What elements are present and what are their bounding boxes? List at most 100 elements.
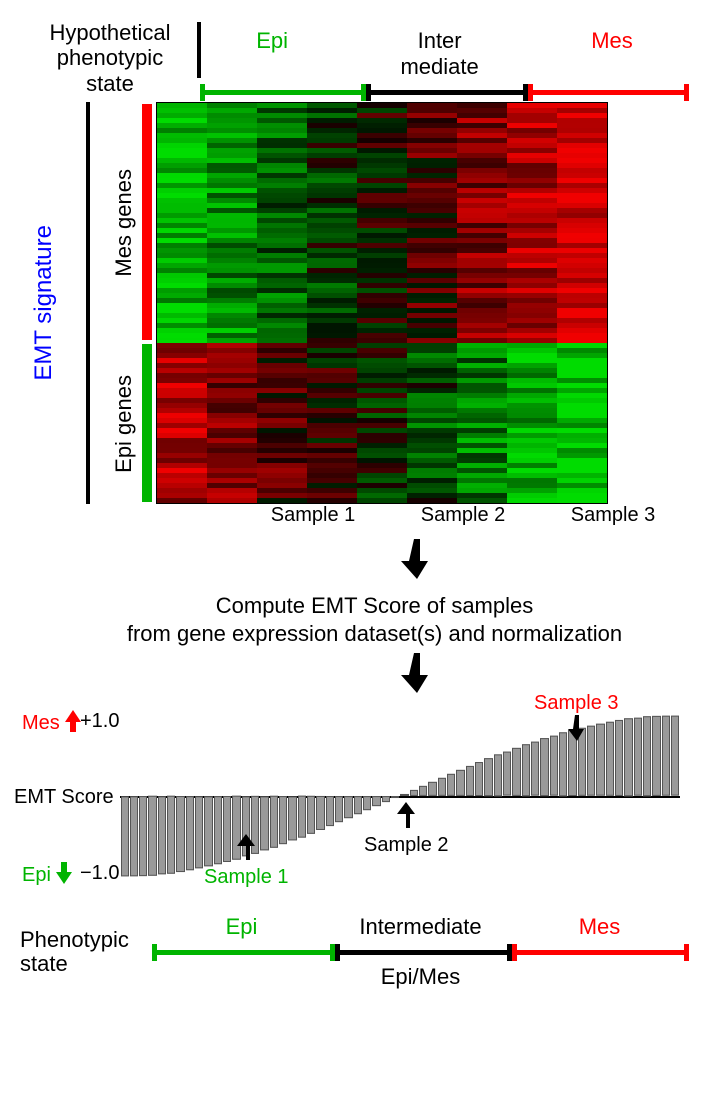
phenotypic-state-row: Phenotypic state Epi Intermediate Mes Ep…: [20, 914, 689, 990]
score-bar: [438, 778, 446, 796]
heatmap-cell: [557, 498, 607, 503]
arrow-down-icon: [56, 862, 72, 884]
score-bar: [186, 796, 194, 870]
sample1-anno: Sample 1: [204, 834, 289, 889]
top-state-labels: Epi Inter mediate Mes: [200, 28, 689, 80]
score-bar: [195, 796, 203, 869]
state-intermediate: Intermediate: [331, 914, 510, 940]
compute-text: Compute EMT Score of samples from gene e…: [60, 592, 689, 649]
arrow-down-icon: [400, 539, 430, 579]
score-bar: [121, 796, 129, 877]
score-plot-wrap: Mes +1.0 EMT Score Epi −1.0 Sample 3 Sam…: [20, 706, 689, 886]
score-bar: [503, 751, 511, 796]
score-bar: [158, 796, 166, 875]
bracket-line: [86, 102, 90, 504]
score-bar: [316, 796, 324, 830]
score-bar: [167, 796, 175, 873]
score-bar: [176, 796, 184, 872]
emt-bracket: [68, 102, 108, 504]
epi-mes-label: Epi/Mes: [152, 964, 689, 990]
score-bar: [410, 790, 418, 796]
score-bar: [662, 715, 670, 796]
mes-strip: [142, 104, 152, 340]
heatmap-cell: [207, 498, 257, 503]
spectrum-seg-mes: [512, 950, 689, 955]
sample3-label: Sample 3: [538, 504, 688, 527]
score-bar: [643, 717, 651, 797]
heatmap-section: [157, 103, 607, 343]
ytick-top: +1.0: [80, 710, 119, 733]
score-bar: [494, 755, 502, 796]
spectrum-seg-epi: [152, 950, 335, 955]
epi-arrow-label: Epi: [22, 862, 72, 887]
arrow-down-icon: [567, 715, 585, 741]
arrow-up-icon: [65, 710, 81, 732]
spectrum-seg-inter: [366, 90, 527, 95]
hypothetical-state-label: Hypothetical phenotypic state: [20, 20, 200, 96]
heatmap-cell: [407, 498, 457, 503]
top-state-bar: [200, 82, 689, 102]
heatmap-area: EMT signature Mes genes Epi genes: [20, 102, 689, 504]
score-bar: [419, 786, 427, 796]
score-bar: [671, 715, 679, 796]
mes-arrow-label: Mes: [22, 710, 81, 735]
score-bar: [531, 741, 539, 796]
score-bar: [624, 719, 632, 796]
score-bar: [400, 794, 408, 796]
score-bar: [139, 796, 147, 876]
bottom-state-spectrum: Epi Intermediate Mes Epi/Mes: [152, 914, 689, 990]
gene-color-strips: [140, 102, 156, 504]
sample-labels: Sample 1 Sample 2 Sample 3: [238, 504, 688, 527]
sample2-label: Sample 2: [388, 504, 538, 527]
spectrum-seg-inter: [335, 950, 512, 955]
hyp-line2: phenotypic: [57, 45, 163, 70]
heatmap-cell: [157, 498, 207, 503]
phenotypic-state-label: Phenotypic state: [20, 928, 140, 976]
heatmap-cell: [357, 498, 407, 503]
score-bar: [475, 762, 483, 796]
top-header: Hypothetical phenotypic state Epi Inter …: [20, 20, 689, 96]
bottom-state-bar: [152, 942, 689, 962]
spectrum-seg-mes: [528, 90, 689, 95]
heatmap-row: [157, 498, 607, 503]
mes-genes-label: Mes genes: [108, 102, 140, 343]
score-bar: [354, 796, 362, 814]
gene-labels-col: Mes genes Epi genes: [108, 102, 140, 504]
score-bar: [288, 796, 296, 841]
score-bar: [130, 796, 138, 877]
score-plot: Sample 3 Sample 2 Sample 1: [120, 706, 680, 886]
sample1-label: Sample 1: [238, 504, 388, 527]
score-bar: [512, 748, 520, 796]
score-bar: [634, 717, 642, 796]
epi-strip: [142, 344, 152, 502]
heatmap-cell: [457, 498, 507, 503]
score-bar: [484, 758, 492, 796]
state-epi: Epi: [256, 28, 288, 80]
score-bar: [335, 796, 343, 822]
score-bar: [307, 796, 315, 834]
header-divider: [197, 22, 201, 78]
score-bar: [298, 796, 306, 837]
score-bar: [466, 766, 474, 796]
hyp-line3: state: [86, 71, 134, 96]
score-bar: [652, 716, 660, 796]
emt-score-label: EMT Score: [14, 786, 114, 809]
score-bar: [447, 774, 455, 796]
hyp-line1: Hypothetical: [49, 20, 170, 45]
heatmap-cell: [507, 498, 557, 503]
emt-signature-label: EMT signature: [20, 102, 68, 504]
state-epi: Epi: [152, 914, 331, 940]
ytick-bot: −1.0: [80, 862, 119, 885]
arrow-down-icon: [400, 653, 430, 693]
figure-root: Hypothetical phenotypic state Epi Inter …: [20, 20, 689, 990]
heatmap-cell: [307, 498, 357, 503]
heatmap: [156, 102, 608, 504]
arrow-up-icon: [237, 834, 255, 860]
epi-genes-label: Epi genes: [108, 343, 140, 504]
score-bar: [344, 796, 352, 818]
score-bar: [428, 782, 436, 796]
spectrum-seg-epi: [200, 90, 366, 95]
bottom-state-labels: Epi Intermediate Mes: [152, 914, 689, 940]
sample3-anno: Sample 3: [534, 692, 619, 747]
score-bar: [522, 745, 530, 797]
